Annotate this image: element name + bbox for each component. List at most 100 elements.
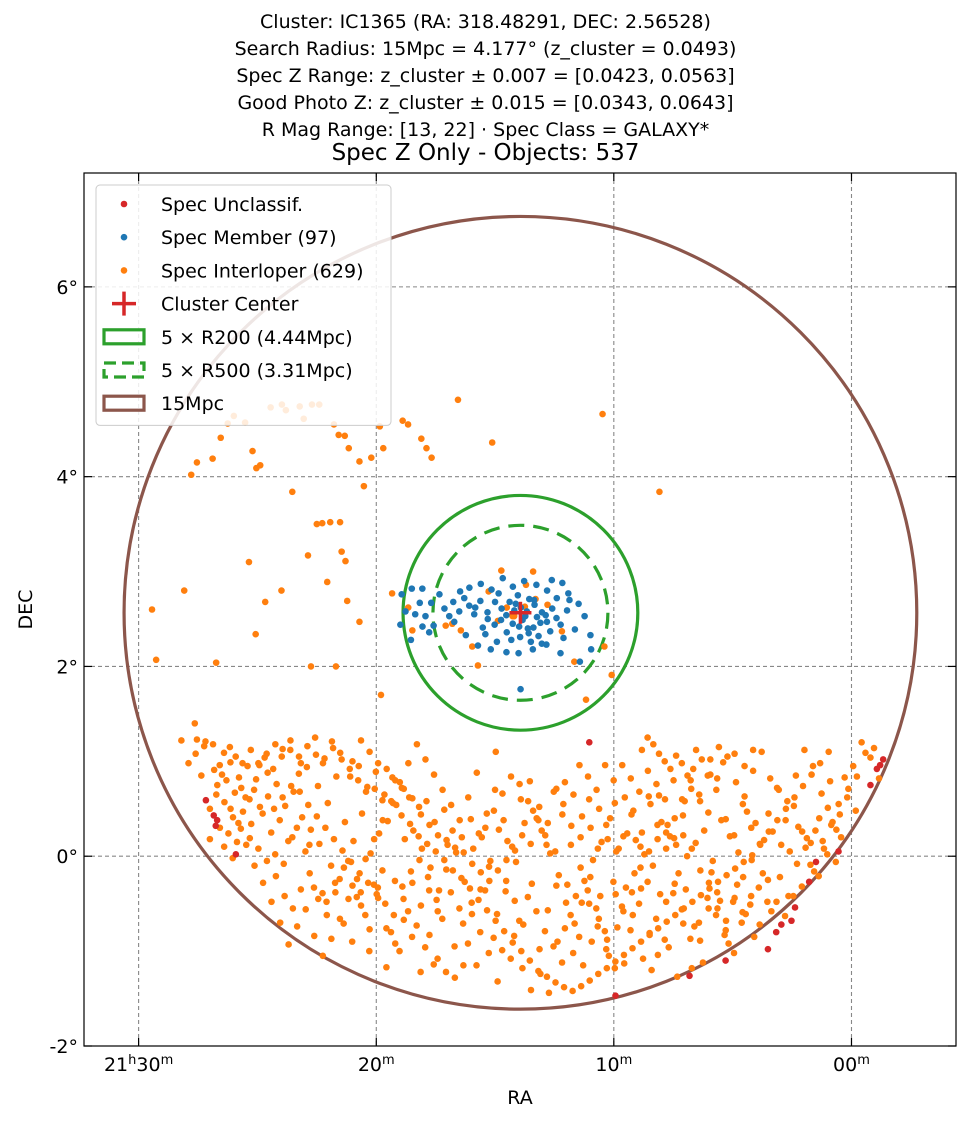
y-tick-label: 0°	[56, 846, 78, 868]
point-interloper	[621, 794, 629, 801]
point-member	[566, 596, 573, 604]
point-interloper	[576, 761, 583, 769]
point-interloper	[314, 782, 322, 790]
point-interloper	[705, 809, 712, 816]
point-interloper	[486, 877, 493, 885]
point-interloper	[637, 938, 645, 945]
point-interloper	[790, 892, 797, 900]
point-member	[430, 622, 437, 629]
point-interloper	[235, 774, 243, 781]
point-interloper	[595, 915, 603, 923]
point-interloper	[449, 867, 457, 874]
point-interloper	[567, 841, 575, 849]
point-member	[465, 602, 473, 610]
point-interloper	[312, 751, 320, 758]
point-interloper	[356, 869, 363, 877]
point-interloper	[654, 925, 662, 932]
point-member	[484, 615, 492, 623]
point-interloper	[432, 848, 440, 855]
point-interloper	[578, 899, 586, 907]
point-interloper	[246, 834, 254, 842]
point-interloper	[433, 896, 440, 904]
point-interloper	[460, 962, 467, 969]
point-member	[449, 598, 457, 606]
point-interloper	[587, 824, 594, 832]
point-interloper	[684, 772, 691, 779]
point-interloper	[442, 968, 450, 976]
point-interloper	[552, 979, 559, 986]
point-interloper	[459, 920, 467, 927]
point-interloper	[535, 803, 543, 811]
point-unclassif	[612, 992, 619, 1000]
point-interloper	[350, 837, 357, 845]
header-line-4: Good Photo Z: z_cluster ± 0.015 = [0.034…	[237, 92, 734, 114]
point-interloper	[467, 815, 475, 823]
point-interloper	[715, 743, 723, 751]
point-interloper	[782, 816, 789, 824]
point-interloper	[152, 656, 160, 664]
point-interloper	[662, 898, 670, 906]
point-interloper	[349, 882, 356, 889]
point-interloper	[792, 772, 800, 779]
point-unclassif	[876, 761, 884, 769]
point-interloper	[824, 804, 832, 812]
point-interloper	[791, 794, 798, 801]
point-interloper	[280, 860, 288, 868]
point-member	[491, 598, 499, 606]
point-interloper	[322, 824, 329, 832]
point-interloper	[519, 921, 527, 928]
point-interloper	[364, 783, 371, 791]
point-interloper	[220, 749, 228, 757]
point-interloper	[259, 879, 267, 887]
point-interloper	[665, 944, 673, 951]
point-interloper	[509, 939, 517, 946]
point-unclassif	[210, 812, 218, 819]
point-interloper	[279, 745, 286, 753]
point-interloper	[785, 892, 792, 900]
header-line-2: Search Radius: 15Mpc = 4.177° (z_cluster…	[0, 37, 971, 61]
point-interloper	[327, 862, 335, 870]
point-interloper	[321, 755, 328, 762]
point-interloper	[336, 749, 344, 757]
point-member	[503, 611, 510, 619]
point-interloper	[569, 949, 577, 957]
point-interloper	[637, 885, 645, 892]
point-member	[445, 612, 453, 620]
point-interloper	[504, 837, 511, 845]
point-interloper	[303, 763, 311, 771]
point-interloper	[672, 841, 680, 849]
point-interloper	[582, 696, 590, 703]
point-interloper	[192, 750, 199, 758]
point-interloper	[488, 439, 496, 446]
point-member	[530, 596, 538, 604]
point-interloper	[646, 931, 653, 939]
point-interloper	[644, 734, 651, 741]
y-tick-label: -2°	[50, 1036, 78, 1058]
point-member	[419, 623, 426, 630]
legend-label-cluster-center: Cluster Center	[161, 294, 299, 316]
point-interloper	[526, 957, 534, 964]
point-interloper	[843, 794, 851, 801]
point-interloper	[572, 892, 580, 900]
point-interloper	[631, 869, 638, 877]
point-interloper	[356, 618, 363, 626]
point-interloper	[304, 742, 311, 750]
point-member	[559, 579, 566, 587]
point-interloper	[217, 434, 225, 442]
point-interloper	[845, 785, 852, 793]
point-member	[479, 624, 487, 631]
point-interloper	[279, 794, 286, 801]
point-interloper	[356, 458, 363, 465]
y-tick-label: 2°	[56, 656, 78, 678]
point-interloper	[679, 812, 687, 819]
point-interloper	[671, 814, 678, 822]
point-interloper	[491, 786, 499, 794]
point-member	[557, 649, 564, 657]
point-interloper	[741, 762, 748, 770]
point-interloper	[427, 864, 434, 871]
point-interloper	[603, 964, 611, 972]
point-interloper	[418, 845, 426, 852]
point-interloper	[750, 933, 758, 941]
point-interloper	[323, 578, 331, 586]
point-interloper	[417, 902, 425, 909]
